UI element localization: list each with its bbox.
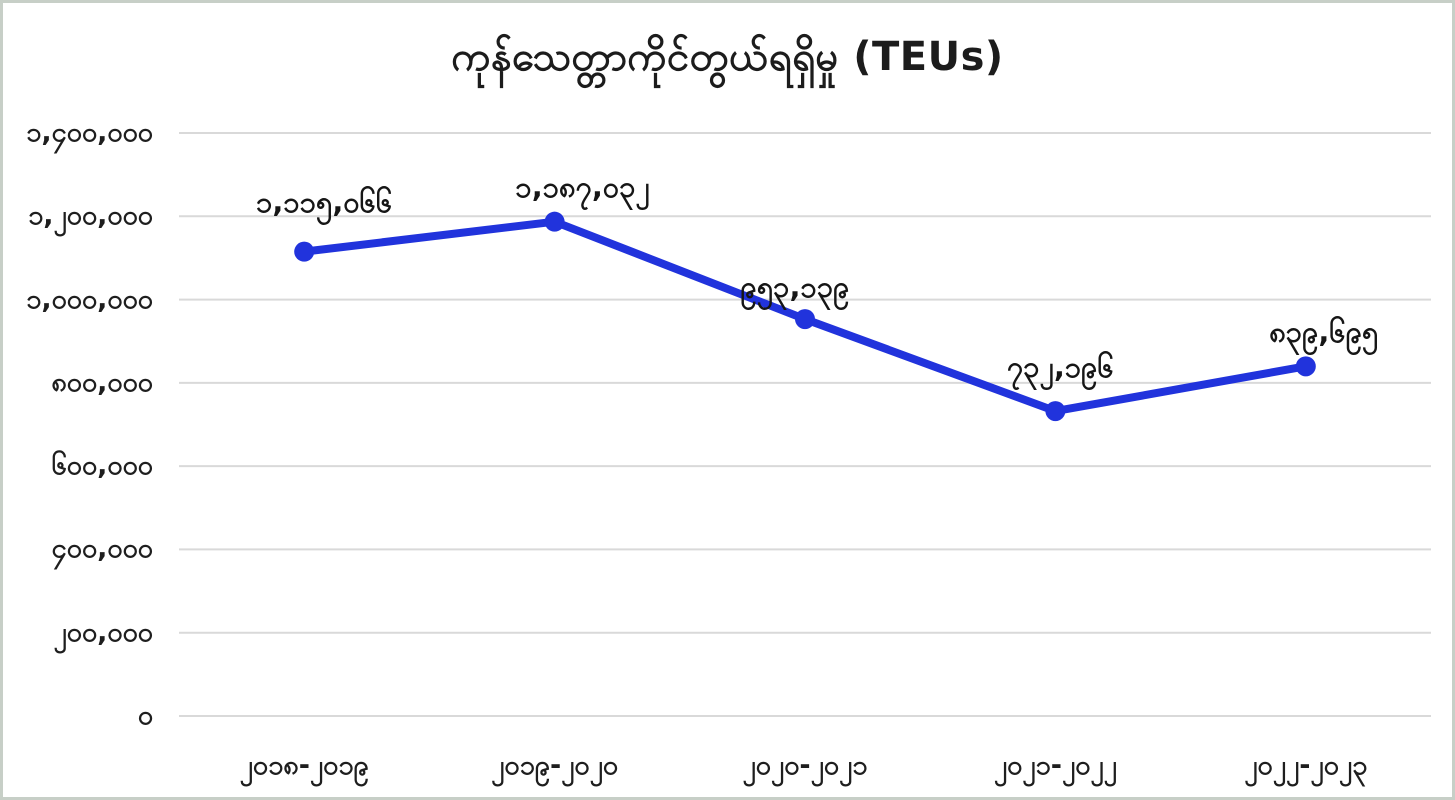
data-point-marker bbox=[795, 309, 815, 330]
y-axis-tick-label: ၀ bbox=[137, 700, 153, 731]
x-axis-tick-label: ၂၀၂၂-၂၀၂၃ bbox=[1244, 750, 1368, 781]
data-point-label: ၇၃၂,၁၉၆ bbox=[1006, 350, 1114, 385]
data-point-label: ၁,၁၈၇,၀၃၂ bbox=[515, 169, 650, 204]
data-point-marker bbox=[1045, 401, 1066, 422]
data-point-marker bbox=[544, 211, 565, 232]
y-axis-tick-label: ၁,၄၀၀,၀၀၀ bbox=[26, 117, 153, 148]
data-point-label: ၉၅၃,၁၃၉ bbox=[740, 270, 850, 305]
y-axis-tick-label: ၁,၀၀၀,၀၀၀ bbox=[26, 283, 153, 315]
chart-title: ကုန်သေတ္တာကိုင်တွယ်ရရှိမှု (TEUs) bbox=[451, 34, 1004, 80]
y-axis-tick-label: ၆၀၀,၀၀၀ bbox=[51, 450, 153, 482]
y-axis-tick-label: ၁,၂၀၀,၀၀၀ bbox=[28, 200, 153, 232]
data-point-label: ၁,၁၁၅,၀၆၆ bbox=[256, 184, 393, 219]
x-axis-tick-label: ၂၀၂၁-၂၀၂၂ bbox=[993, 750, 1117, 781]
data-point-label: ၈၃၉,၆၉၅ bbox=[1269, 315, 1379, 350]
x-axis-tick-label: ၂၀၁၉-၂၀၂၀ bbox=[491, 750, 619, 781]
x-axis-tick-label: ၂၀၁၈-၂၀၁၉ bbox=[239, 750, 369, 781]
y-axis-tick-label: ၂၀၀,၀၀၀ bbox=[53, 616, 153, 648]
data-point-marker bbox=[1295, 356, 1316, 377]
x-axis-tick-label: ၂၀၂၀-၂၀၂၁ bbox=[742, 750, 868, 781]
data-point-marker bbox=[294, 241, 315, 262]
y-axis-tick-label: ၄၀၀,၀၀၀ bbox=[51, 533, 153, 565]
line-chart-canvas bbox=[179, 132, 1431, 717]
y-axis-tick-label: ၈၀၀,၀၀၀ bbox=[51, 366, 153, 398]
